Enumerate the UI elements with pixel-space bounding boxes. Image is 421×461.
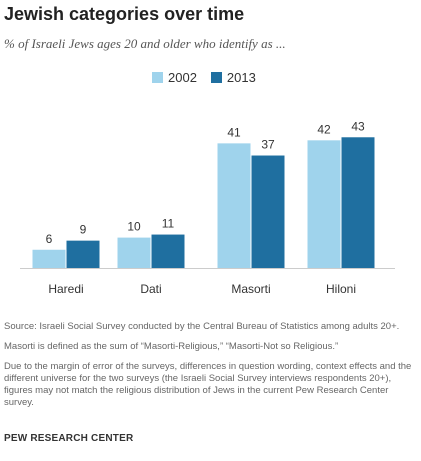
pew-research-center-label: PEW RESEARCH CENTER [4, 433, 134, 444]
chart-subtitle: % of Israeli Jews ages 20 and older who … [4, 36, 286, 51]
category-label-hiloni: Hiloni [326, 282, 356, 296]
legend-swatch-2002 [152, 72, 163, 83]
bar-hiloni-2013 [341, 137, 375, 268]
legend-label-2002: 2002 [168, 70, 197, 85]
value-label-masorti-2013: 37 [261, 138, 275, 152]
legend-item-2002: 2002 [152, 70, 197, 85]
bar-masorti-2002 [217, 143, 251, 268]
bar-chart: 6 9 Haredi 10 11 Dati 41 37 Masorti 42 43 Hiloni [20, 119, 395, 296]
value-label-masorti-2002: 41 [227, 125, 241, 139]
category-label-masorti: Masorti [231, 282, 270, 296]
value-label-dati-2013: 11 [162, 217, 175, 231]
bar-dati-2002 [117, 237, 151, 268]
legend-label-2013: 2013 [226, 70, 256, 85]
chart-title: Jewish categories over time [4, 4, 245, 24]
source-note: Source: Israeli Social Survey conducted … [4, 321, 400, 332]
category-label-dati: Dati [140, 282, 161, 296]
chart-legend: 2002 2013 [152, 70, 270, 85]
value-label-haredi-2013: 9 [80, 223, 87, 237]
definition-note: Masorti is defined as the sum of “Masort… [4, 341, 339, 352]
bar-masorti-2013 [251, 155, 285, 268]
legend-item-2013: 2013 [210, 70, 256, 85]
methodology-note: Due to the margin of error of the survey… [4, 361, 412, 408]
bar-dati-2013 [151, 234, 185, 268]
bar-hiloni-2002 [307, 140, 341, 268]
value-label-haredi-2002: 6 [46, 232, 53, 246]
chart-notes: Source: Israeli Social Survey conducted … [4, 321, 416, 417]
legend-swatch-2013 [210, 72, 222, 83]
bar-haredi-2002 [32, 249, 66, 268]
value-label-hiloni-2013: 43 [351, 119, 365, 133]
category-label-haredi: Haredi [48, 282, 83, 296]
bar-haredi-2013 [66, 240, 100, 268]
value-label-hiloni-2002: 42 [317, 122, 331, 136]
value-label-dati-2002: 10 [127, 220, 141, 234]
